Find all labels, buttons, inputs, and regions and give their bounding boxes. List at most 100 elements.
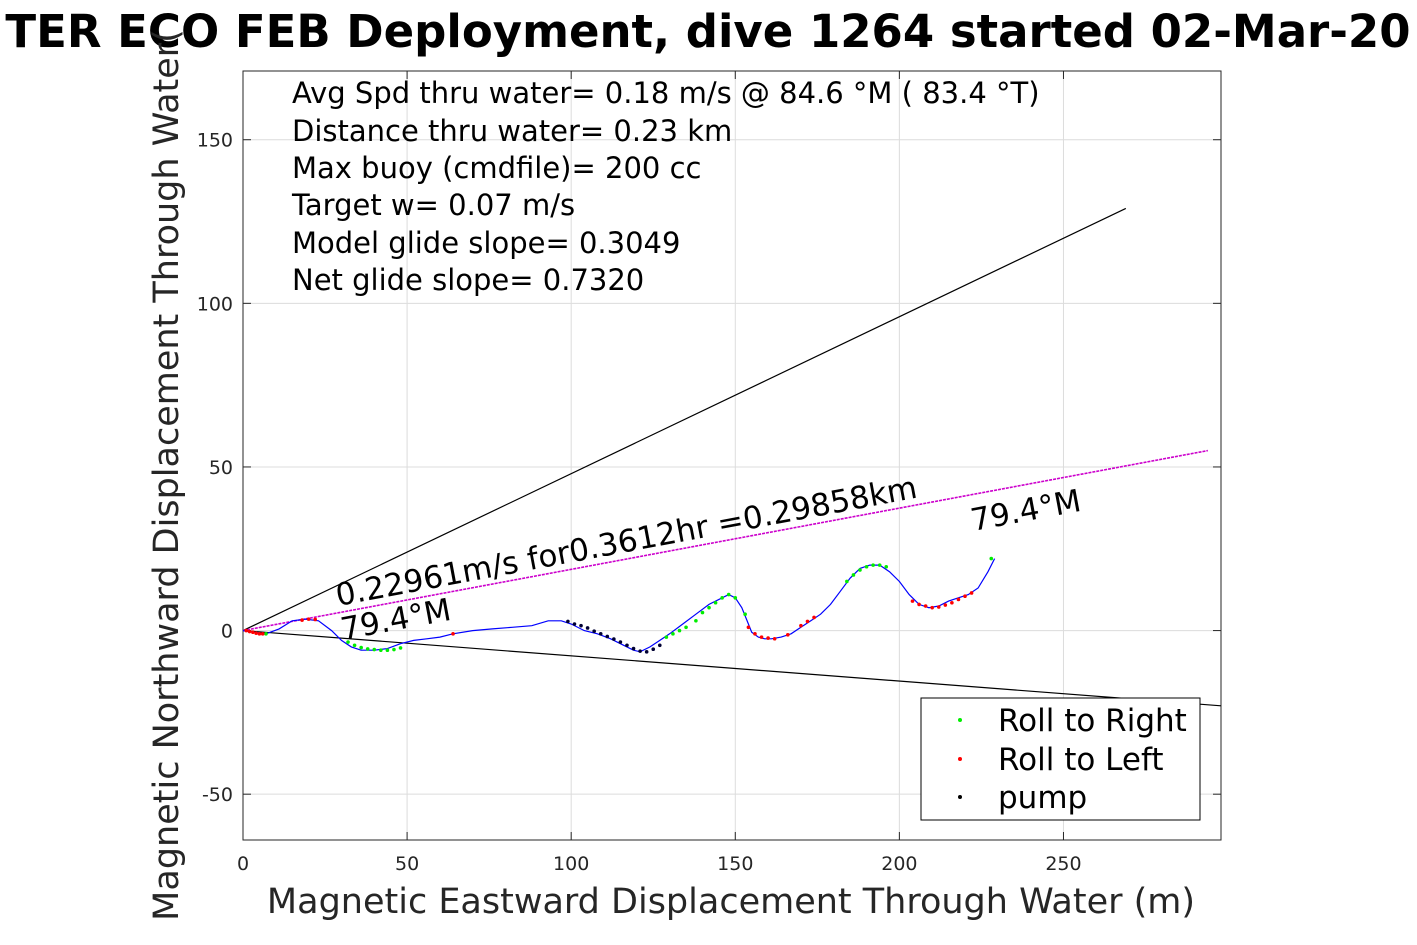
legend-box	[920, 697, 1201, 821]
roll-to-left-point	[772, 636, 777, 641]
legend: Roll to Right Roll to Left pump	[920, 697, 1201, 821]
roll-to-right-point	[733, 596, 738, 600]
roll-to-left-point	[969, 591, 974, 595]
roll-to-left-point	[917, 602, 921, 607]
legend-label-roll-left: Roll to Left	[998, 742, 1164, 778]
roll-to-right-point	[884, 564, 889, 569]
roll-to-left-point	[950, 600, 954, 605]
pump-point	[644, 650, 649, 654]
y-axis-label: Magnetic Northward Displacement Through …	[147, 29, 187, 921]
roll-to-right-point	[365, 647, 370, 651]
y-tick-label: 50	[209, 457, 233, 479]
roll-to-left-point	[753, 632, 757, 636]
roll-to-right-point	[352, 643, 357, 648]
stats-text-block: Avg Spd thru water= 0.18 m/s @ 84.6 °M (…	[291, 76, 1040, 297]
roll-to-left-point	[313, 617, 318, 622]
roll-to-left-point	[300, 618, 304, 622]
lower-envelope-line	[243, 629, 1221, 707]
chart-title: TER ECO FEB Deployment, dive 1264 starte…	[5, 5, 1410, 58]
roll-to-right-point	[700, 610, 705, 615]
roll-to-right-point	[664, 635, 669, 639]
roll-to-right-point	[877, 563, 882, 567]
roll-to-left-point	[254, 631, 258, 635]
roll-to-left-point	[260, 632, 265, 636]
roll-to-right-point	[858, 568, 862, 572]
grid-lines	[242, 71, 1221, 840]
roll-to-right-point	[871, 563, 875, 567]
pump-point	[585, 626, 590, 630]
roll-markers	[244, 556, 994, 654]
stat-distance: Distance thru water= 0.23 km	[292, 114, 732, 148]
x-axis-label: Magnetic Eastward Displacement Through W…	[267, 882, 1195, 922]
roll-to-left-point	[766, 636, 770, 640]
roll-to-right-point	[851, 573, 856, 577]
roll-to-left-point	[251, 630, 255, 635]
roll-to-right-point	[372, 647, 377, 652]
roll-to-right-point	[713, 600, 718, 605]
pump-point	[638, 649, 642, 653]
roll-to-right-point	[726, 592, 731, 597]
roll-to-left-point	[812, 615, 816, 620]
pump-point	[618, 640, 623, 644]
x-tick-label: 250	[1045, 853, 1081, 875]
roll-to-left-point	[943, 603, 948, 607]
roll-to-left-point	[785, 633, 790, 637]
roll-to-right-point	[398, 646, 403, 650]
roll-to-right-point	[989, 556, 994, 561]
x-tick-label: 150	[717, 853, 753, 875]
roll-to-right-point	[392, 647, 396, 652]
y-tick-label: 150	[197, 130, 233, 152]
heading-end-label: 79.4°M	[968, 483, 1084, 539]
stat-target-w: Target w= 0.07 m/s	[291, 188, 575, 222]
stat-model-glide: Model glide slope= 0.3049	[292, 226, 680, 260]
roll-to-left-point	[746, 625, 751, 630]
roll-to-left-point	[759, 635, 764, 639]
pump-point	[572, 622, 577, 626]
axes-frame	[242, 70, 1222, 841]
pump-point	[598, 632, 603, 636]
roll-to-left-point	[244, 628, 249, 633]
tick-labels: 0 50 100 150 200 250 -50 0 50 100 150	[197, 130, 1082, 875]
roll-to-left-point	[923, 604, 928, 608]
roll-to-right-point	[677, 628, 682, 633]
y-tick-label: 0	[221, 621, 233, 643]
x-tick-label: 0	[237, 853, 249, 875]
roll-to-left-point	[930, 605, 934, 610]
roll-to-right-point	[707, 605, 711, 610]
pump-point	[566, 619, 570, 624]
roll-to-right-point	[845, 579, 849, 584]
roll-to-right-point	[346, 640, 350, 644]
legend-marker-roll-left	[958, 757, 962, 761]
roll-to-left-point	[956, 597, 961, 602]
heading-line-label: 0.22961m/s for0.3612hr =0.29858km	[333, 470, 920, 614]
roll-to-left-point	[257, 632, 262, 636]
x-tick-label: 100	[553, 853, 589, 875]
roll-to-left-point	[805, 619, 810, 624]
pump-point	[612, 637, 616, 641]
heading-line	[243, 449, 1209, 632]
x-tick-label: 50	[395, 853, 419, 875]
roll-to-right-point	[385, 648, 390, 653]
roll-to-right-point	[671, 632, 675, 636]
roll-to-left-point	[936, 605, 941, 609]
roll-to-left-point	[910, 599, 915, 603]
y-tick-label: 100	[197, 293, 233, 315]
pump-point	[579, 623, 583, 628]
roll-to-left-point	[963, 594, 967, 599]
pump-point	[625, 643, 629, 648]
roll-to-right-point	[359, 645, 363, 650]
legend-marker-roll-right	[958, 718, 962, 722]
legend-marker-pump	[958, 795, 962, 799]
track-series	[242, 558, 996, 653]
roll-to-left-point	[799, 623, 803, 628]
roll-to-right-point	[264, 632, 268, 636]
roll-to-left-point	[451, 632, 455, 636]
stat-max-buoy: Max buoy (cmdfile)= 200 cc	[292, 151, 701, 185]
roll-to-left-point	[247, 629, 252, 634]
stat-avg-speed: Avg Spd thru water= 0.18 m/s @ 84.6 °M (…	[292, 76, 1040, 110]
pump-point	[605, 634, 610, 639]
x-tick-label: 200	[881, 853, 917, 875]
pump-point	[657, 643, 662, 648]
roll-to-left-point	[306, 617, 311, 621]
